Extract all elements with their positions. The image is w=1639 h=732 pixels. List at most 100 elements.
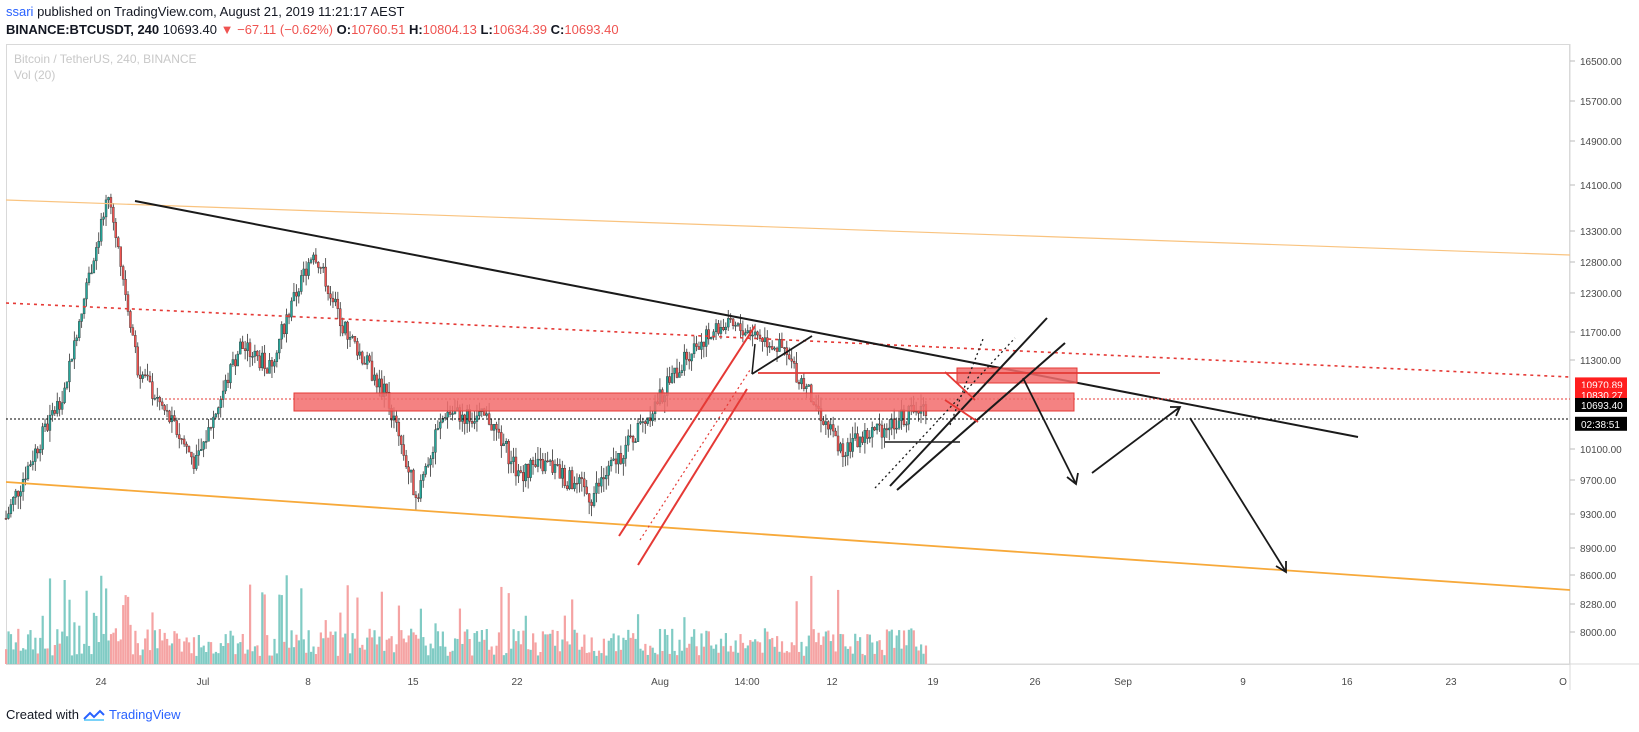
- volume-bar: [166, 638, 169, 664]
- author-link[interactable]: ssari: [6, 4, 34, 19]
- volume-bar: [119, 639, 122, 664]
- candle-body: [578, 477, 581, 484]
- volume-bar: [751, 641, 754, 664]
- volume-bar: [58, 643, 61, 664]
- price-tick-label: 9700.00: [1580, 476, 1617, 487]
- volume-bar: [551, 629, 554, 664]
- candle-body: [768, 346, 771, 348]
- candle-body: [60, 402, 64, 410]
- volume-bar: [139, 655, 142, 664]
- candle-body: [780, 338, 784, 348]
- candle-body: [326, 286, 330, 295]
- publication-line: ssari published on TradingView.com, Augu…: [6, 4, 404, 19]
- candle-body: [12, 497, 15, 505]
- volume-bar: [827, 630, 830, 664]
- candle-body: [175, 420, 179, 435]
- candle-body: [163, 405, 166, 411]
- volume-bar: [646, 654, 649, 664]
- candle-body: [402, 444, 405, 456]
- volume-bar: [502, 655, 505, 664]
- candle-body: [446, 411, 449, 418]
- candle-body: [831, 424, 835, 432]
- candle-body: [846, 442, 849, 456]
- candle-body: [146, 374, 149, 377]
- volume-bar: [719, 638, 723, 664]
- candle-body: [531, 459, 535, 465]
- volume-bar: [410, 628, 413, 664]
- candle-body: [558, 464, 562, 479]
- candle-body: [541, 459, 544, 472]
- volume-bar: [829, 641, 832, 664]
- footer: Created with TradingView: [6, 707, 181, 722]
- volume-bar: [168, 645, 171, 664]
- volume-bar: [700, 633, 703, 664]
- volume-bar: [712, 648, 715, 664]
- tradingview-brand[interactable]: TradingView: [108, 707, 181, 722]
- volume-bar: [627, 629, 630, 664]
- volume-bar: [678, 639, 681, 664]
- price-axis[interactable]: 16500.00 15700.00 14900.00 14100.00 13300.00…: [1570, 57, 1622, 639]
- volume-bar: [910, 628, 913, 664]
- candle-body: [348, 336, 352, 340]
- volume-bar: [205, 651, 208, 664]
- candle-body: [512, 456, 515, 462]
- volume-bar: [51, 655, 54, 664]
- volume-bar: [529, 649, 532, 664]
- volume-bar: [798, 651, 801, 664]
- candle-body: [685, 351, 688, 360]
- volume-bar: [859, 637, 862, 664]
- candle-body: [26, 465, 30, 480]
- candle-body: [280, 324, 283, 340]
- volume-bar: [905, 645, 908, 664]
- time-tick-label: 15: [407, 677, 419, 688]
- volume-bar: [849, 646, 852, 664]
- candle-body: [19, 491, 22, 497]
- candle-body: [905, 423, 908, 426]
- volume-bar: [819, 644, 823, 664]
- time-axis[interactable]: 24 Jul 8 15 22 Aug 14:00 12 19 26 Sep 9 16 23 O: [95, 677, 1567, 688]
- volume-bar: [817, 632, 820, 664]
- candle-body: [87, 272, 91, 283]
- ohlc-line: BINANCE:BTCUSDT, 240 10693.40 ▼ −67.11 (…: [6, 22, 619, 37]
- volume-bar: [424, 645, 427, 664]
- volume-bar: [600, 653, 603, 664]
- volume-bar: [34, 637, 37, 664]
- candle-body: [417, 497, 420, 499]
- volume-bar: [693, 629, 696, 664]
- candle-body: [873, 427, 876, 431]
- candle-body: [143, 374, 147, 376]
- price-tick-label: 8000.00: [1580, 628, 1617, 639]
- candle-body: [199, 449, 203, 451]
- candle-body: [741, 330, 745, 336]
- candle-body: [419, 480, 422, 499]
- volume-bar: [163, 632, 166, 664]
- volume-bar: [112, 632, 115, 664]
- candle-body: [470, 421, 474, 424]
- candle-body: [766, 337, 769, 348]
- volume-bar: [612, 633, 615, 664]
- candle-body: [436, 428, 440, 430]
- volume-bar: [231, 635, 235, 664]
- volume-bars: [5, 575, 928, 664]
- volume-bar: [800, 641, 803, 664]
- candle-body: [422, 474, 425, 481]
- candle-body: [346, 321, 349, 340]
- candle-body: [566, 485, 569, 489]
- candle-body: [514, 456, 518, 477]
- candle-body: [375, 374, 379, 388]
- volume-bar: [805, 646, 808, 664]
- price-badge: [1575, 416, 1627, 431]
- volume-bar: [314, 654, 318, 664]
- candle-body: [822, 420, 825, 425]
- candle-body: [444, 417, 447, 419]
- red-mini-trendline-2: [944, 371, 976, 401]
- candle-body: [297, 291, 300, 297]
- candle-body: [304, 268, 308, 276]
- volume-bar: [432, 648, 435, 664]
- candle-body: [509, 461, 513, 465]
- volume-bar: [685, 647, 688, 664]
- candle-body: [680, 370, 684, 373]
- volume-bar: [266, 635, 269, 664]
